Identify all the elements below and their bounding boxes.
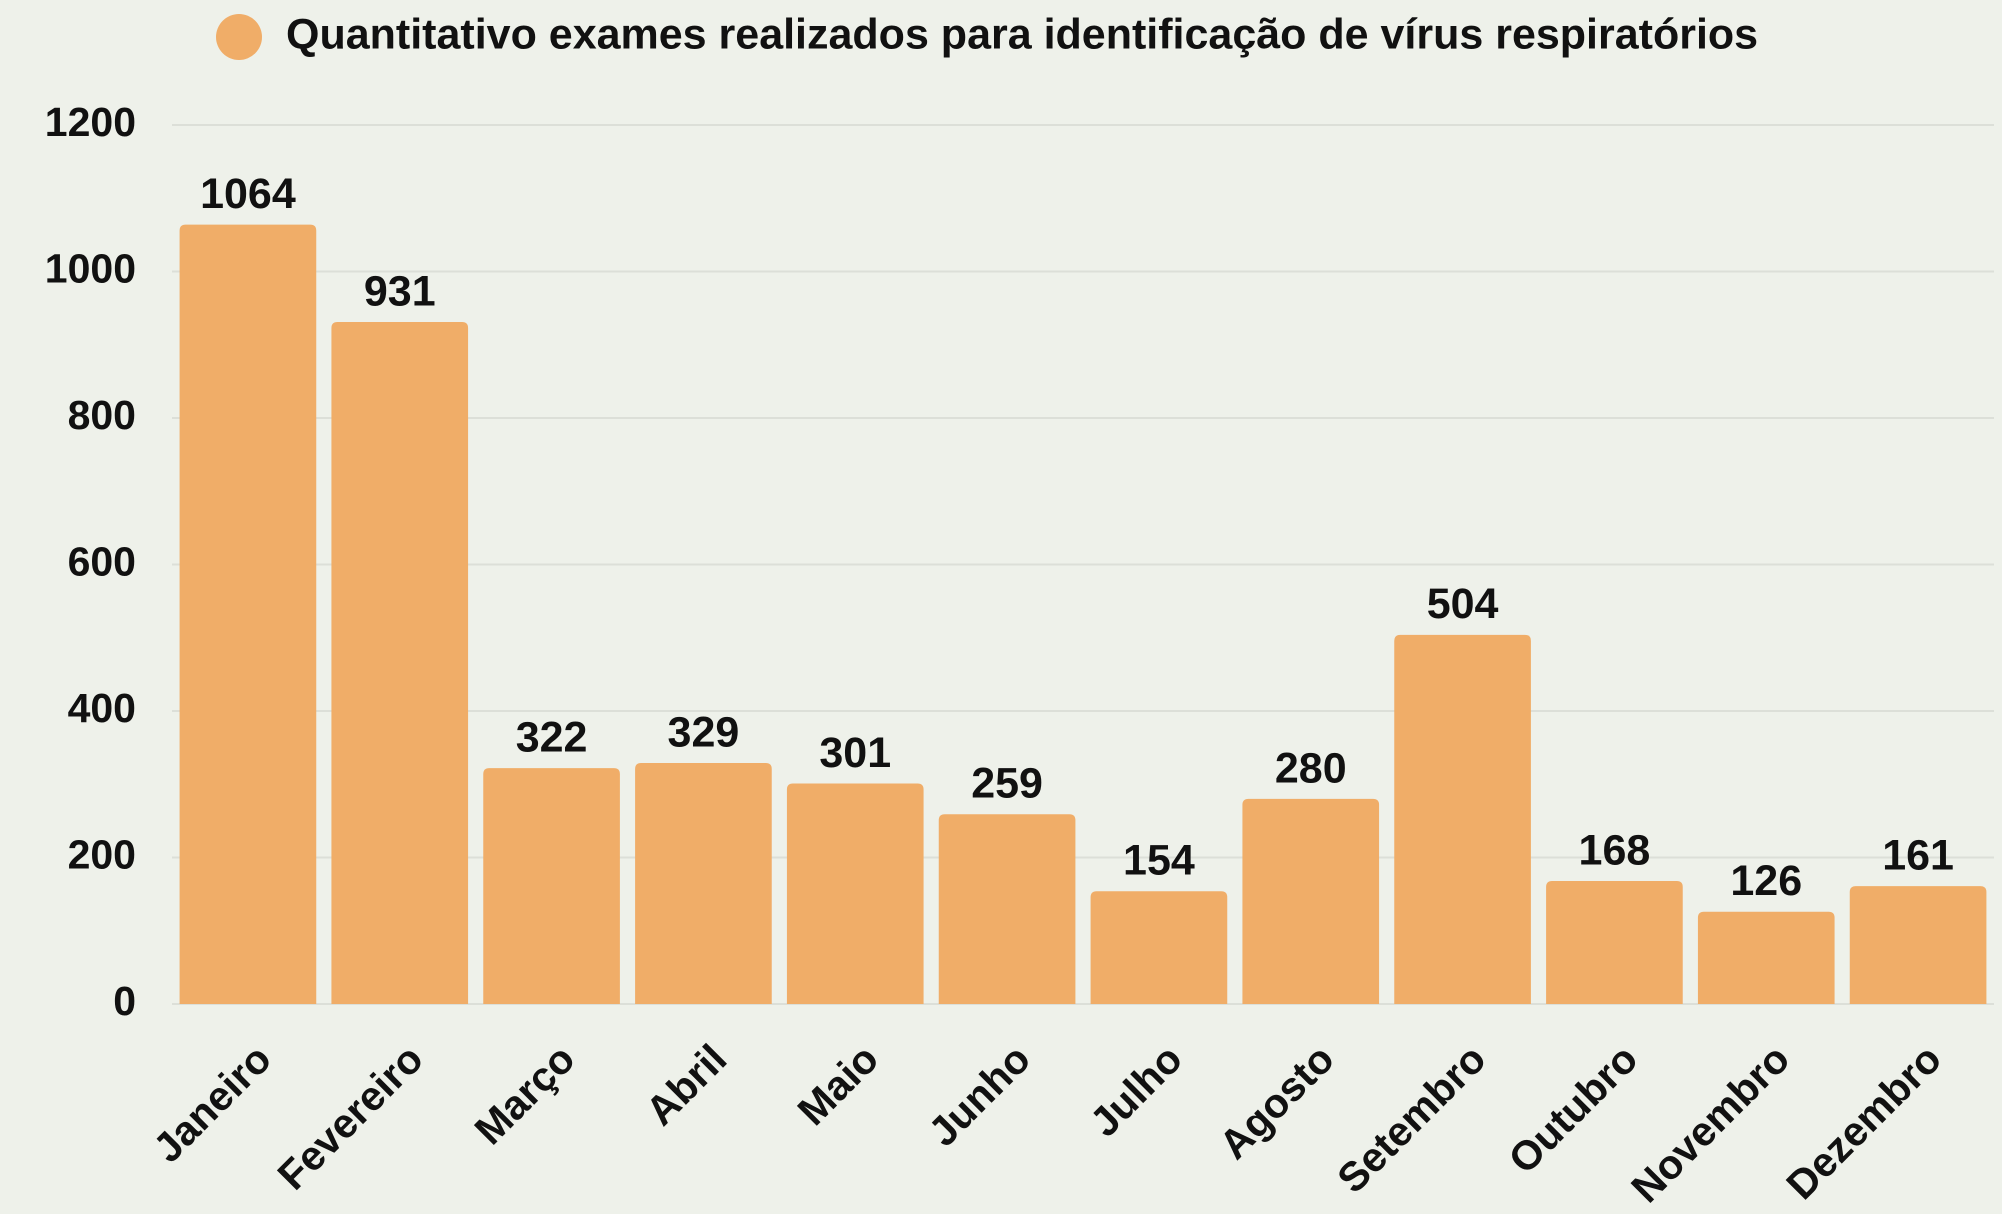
bar bbox=[1697, 911, 1835, 1004]
data-label: 329 bbox=[668, 708, 740, 756]
y-tick-label: 1000 bbox=[45, 245, 136, 291]
data-label: 168 bbox=[1579, 826, 1651, 874]
bar bbox=[1090, 891, 1228, 1004]
data-label: 504 bbox=[1427, 580, 1499, 628]
y-tick-label: 800 bbox=[68, 392, 136, 438]
data-label: 154 bbox=[1123, 837, 1195, 885]
legend-label: Quantitativo exames realizados para iden… bbox=[286, 10, 1758, 58]
data-label: 126 bbox=[1730, 857, 1802, 905]
bar bbox=[938, 814, 1076, 1004]
legend-swatch bbox=[216, 14, 262, 60]
data-label: 1064 bbox=[200, 170, 296, 218]
bar bbox=[1242, 798, 1380, 1004]
data-label: 931 bbox=[364, 267, 436, 315]
data-label: 280 bbox=[1275, 744, 1347, 792]
y-tick-label: 200 bbox=[68, 831, 136, 877]
y-tick-label: 1200 bbox=[45, 99, 136, 145]
bar bbox=[1394, 634, 1531, 1004]
y-tick-label: 0 bbox=[113, 978, 136, 1024]
y-tick-label: 600 bbox=[68, 538, 136, 584]
data-label: 161 bbox=[1882, 831, 1954, 879]
bar bbox=[179, 224, 317, 1004]
bar bbox=[331, 322, 469, 1005]
y-tick-label: 400 bbox=[68, 685, 136, 731]
bar bbox=[635, 763, 772, 1004]
bar bbox=[1849, 886, 1987, 1004]
data-label: 301 bbox=[819, 729, 891, 777]
data-label: 259 bbox=[971, 760, 1043, 808]
bar bbox=[483, 768, 620, 1004]
bar bbox=[1546, 880, 1683, 1004]
bar bbox=[786, 783, 924, 1004]
data-label: 322 bbox=[516, 713, 588, 761]
